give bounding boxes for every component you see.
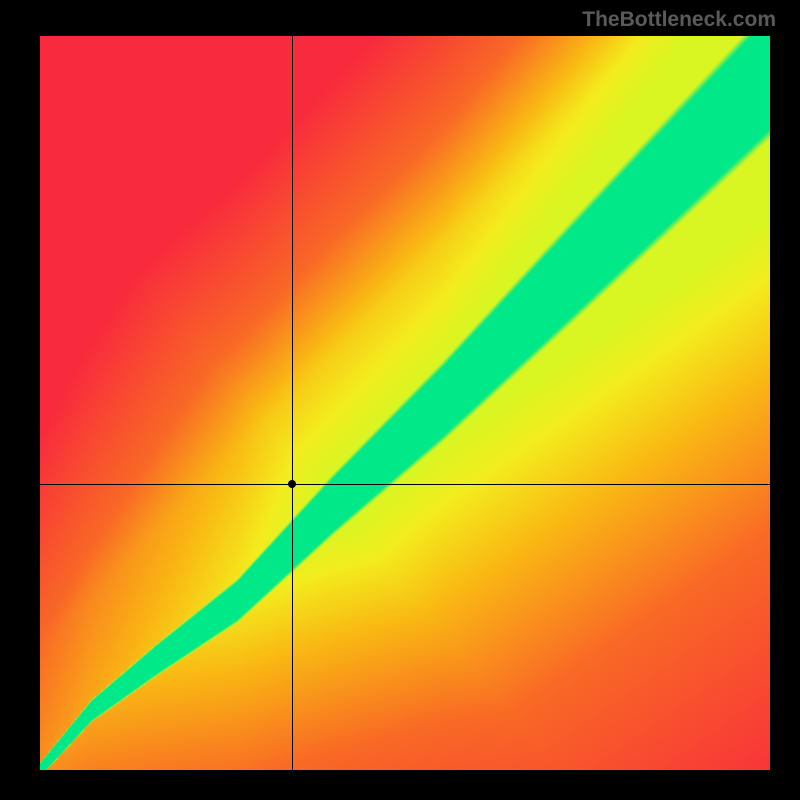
crosshair-vertical [292,36,293,770]
heatmap-canvas [40,36,770,770]
crosshair-horizontal [40,484,770,485]
watermark-text: TheBottleneck.com [582,8,776,32]
plot-area [40,36,770,770]
crosshair-marker [288,480,296,488]
